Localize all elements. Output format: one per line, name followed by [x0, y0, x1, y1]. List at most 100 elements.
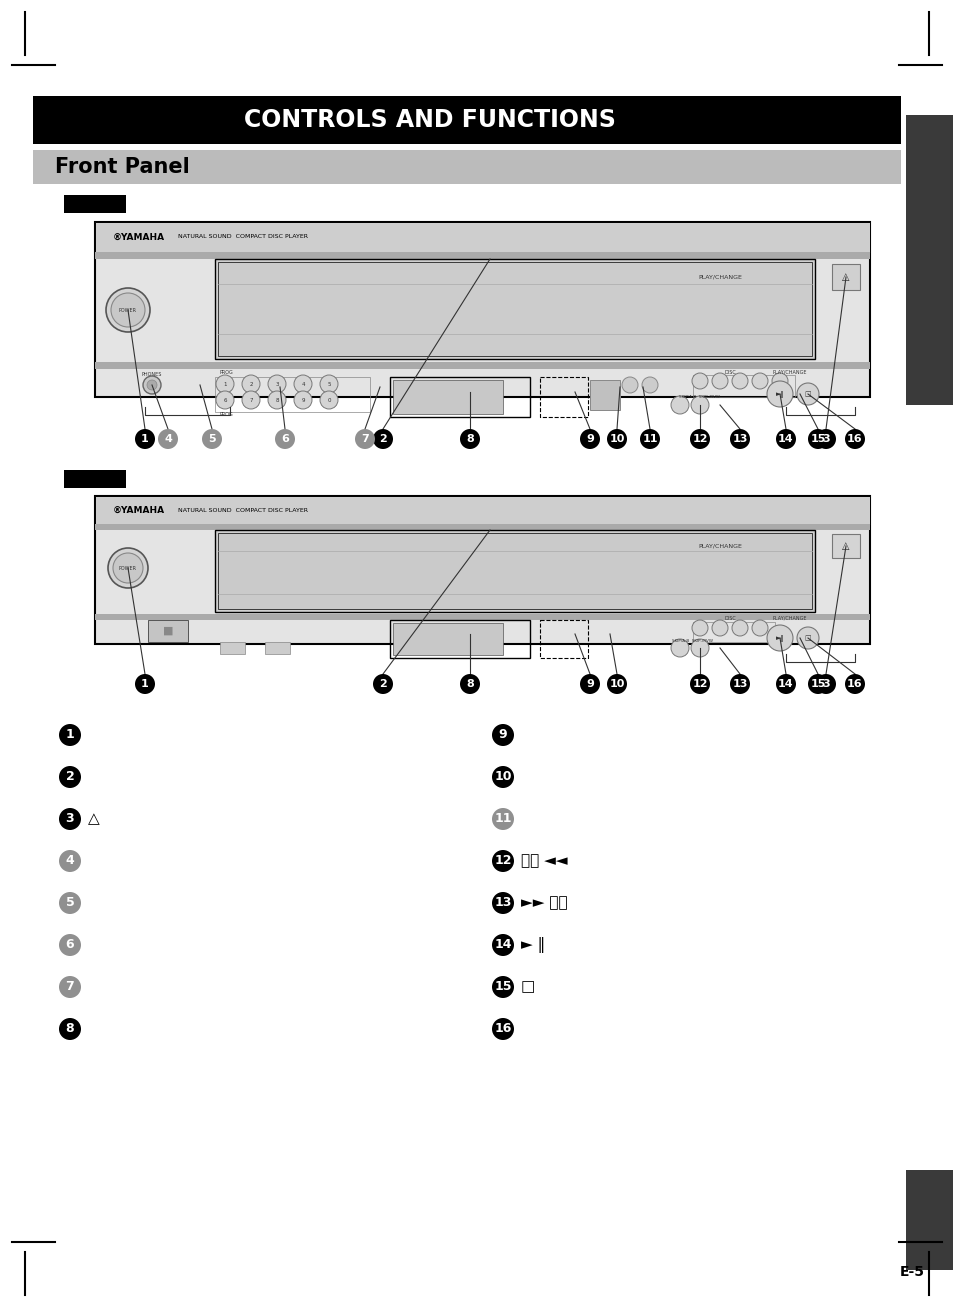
- Text: 16: 16: [494, 1022, 511, 1035]
- Text: 7: 7: [361, 434, 369, 444]
- Text: 2: 2: [66, 771, 74, 783]
- Circle shape: [112, 553, 143, 583]
- Circle shape: [689, 429, 709, 450]
- Circle shape: [135, 674, 154, 694]
- Text: 1: 1: [223, 382, 227, 387]
- Circle shape: [844, 429, 864, 450]
- Circle shape: [492, 976, 514, 999]
- Bar: [95, 222, 869, 252]
- Circle shape: [492, 935, 514, 955]
- Text: 9: 9: [585, 434, 594, 444]
- Circle shape: [492, 1018, 514, 1040]
- Circle shape: [690, 639, 708, 657]
- Bar: [95, 362, 869, 369]
- Circle shape: [579, 429, 599, 450]
- Text: 4: 4: [301, 382, 304, 387]
- Text: 5: 5: [208, 434, 215, 444]
- Circle shape: [690, 396, 708, 414]
- Circle shape: [689, 674, 709, 694]
- Bar: [214, 531, 814, 612]
- Circle shape: [143, 376, 161, 393]
- Text: 5: 5: [66, 897, 74, 910]
- Text: DISC: DISC: [723, 370, 735, 375]
- Circle shape: [711, 372, 727, 389]
- Text: PLAY/CHANGE: PLAY/CHANGE: [698, 544, 741, 549]
- Text: 16: 16: [846, 434, 862, 444]
- Text: 1: 1: [141, 434, 149, 444]
- Text: POWER: POWER: [119, 307, 137, 312]
- Text: PROG: PROG: [220, 413, 233, 417]
- Circle shape: [459, 674, 479, 694]
- Text: 3: 3: [821, 434, 829, 444]
- Text: 7: 7: [249, 397, 253, 403]
- Circle shape: [775, 674, 795, 694]
- Circle shape: [319, 375, 337, 393]
- Bar: [539, 376, 587, 417]
- Circle shape: [691, 372, 707, 389]
- Circle shape: [147, 380, 157, 389]
- Circle shape: [202, 429, 222, 450]
- Text: 14: 14: [494, 938, 511, 951]
- Bar: [539, 620, 587, 657]
- Text: SKIP/A-B  SKIP-/RVW: SKIP/A-B SKIP-/RVW: [672, 639, 713, 643]
- Circle shape: [215, 391, 233, 409]
- Text: 13: 13: [494, 897, 511, 910]
- Circle shape: [815, 674, 835, 694]
- Text: ► ‖: ► ‖: [520, 937, 545, 953]
- Circle shape: [729, 674, 749, 694]
- Circle shape: [319, 391, 337, 409]
- Text: 10: 10: [609, 680, 624, 689]
- Circle shape: [135, 429, 154, 450]
- Circle shape: [579, 674, 599, 694]
- Circle shape: [639, 429, 659, 450]
- Bar: [33, 150, 900, 184]
- Circle shape: [242, 391, 260, 409]
- Text: 12: 12: [692, 434, 707, 444]
- Text: □: □: [803, 391, 810, 397]
- Circle shape: [751, 372, 767, 389]
- Circle shape: [268, 391, 286, 409]
- Text: 13: 13: [732, 434, 747, 444]
- Text: 3: 3: [821, 680, 829, 689]
- Circle shape: [242, 375, 260, 393]
- Text: △: △: [841, 541, 849, 552]
- Circle shape: [807, 429, 827, 450]
- Text: 4: 4: [164, 434, 172, 444]
- Text: △: △: [841, 272, 849, 282]
- Text: 10: 10: [494, 771, 511, 783]
- Circle shape: [59, 808, 81, 830]
- Circle shape: [108, 548, 148, 588]
- Text: 9: 9: [585, 680, 594, 689]
- Bar: [33, 95, 900, 144]
- Circle shape: [766, 625, 792, 651]
- Text: ►‖: ►‖: [775, 391, 783, 397]
- Text: ■: ■: [163, 626, 173, 637]
- Bar: [692, 375, 794, 397]
- Text: ®YAMAHA: ®YAMAHA: [112, 233, 165, 242]
- Text: 8: 8: [275, 397, 278, 403]
- Circle shape: [771, 372, 787, 389]
- Text: 14: 14: [778, 434, 793, 444]
- Circle shape: [492, 850, 514, 872]
- Text: 4: 4: [66, 855, 74, 868]
- Bar: [95, 252, 869, 259]
- Text: 6: 6: [223, 397, 227, 403]
- Circle shape: [355, 429, 375, 450]
- Circle shape: [796, 383, 818, 405]
- Text: 8: 8: [466, 434, 474, 444]
- Circle shape: [294, 375, 312, 393]
- Text: 12: 12: [692, 680, 707, 689]
- Text: ®YAMAHA: ®YAMAHA: [112, 506, 165, 515]
- Circle shape: [59, 935, 81, 955]
- Text: NATURAL SOUND  COMPACT DISC PLAYER: NATURAL SOUND COMPACT DISC PLAYER: [178, 507, 308, 512]
- Bar: [393, 380, 502, 414]
- Circle shape: [492, 724, 514, 746]
- Text: 5: 5: [327, 382, 331, 387]
- Circle shape: [274, 429, 294, 450]
- Text: □: □: [803, 635, 810, 640]
- Text: 15: 15: [494, 980, 511, 993]
- Bar: [265, 642, 290, 654]
- Circle shape: [59, 976, 81, 999]
- Circle shape: [492, 891, 514, 914]
- Text: 3: 3: [66, 813, 74, 826]
